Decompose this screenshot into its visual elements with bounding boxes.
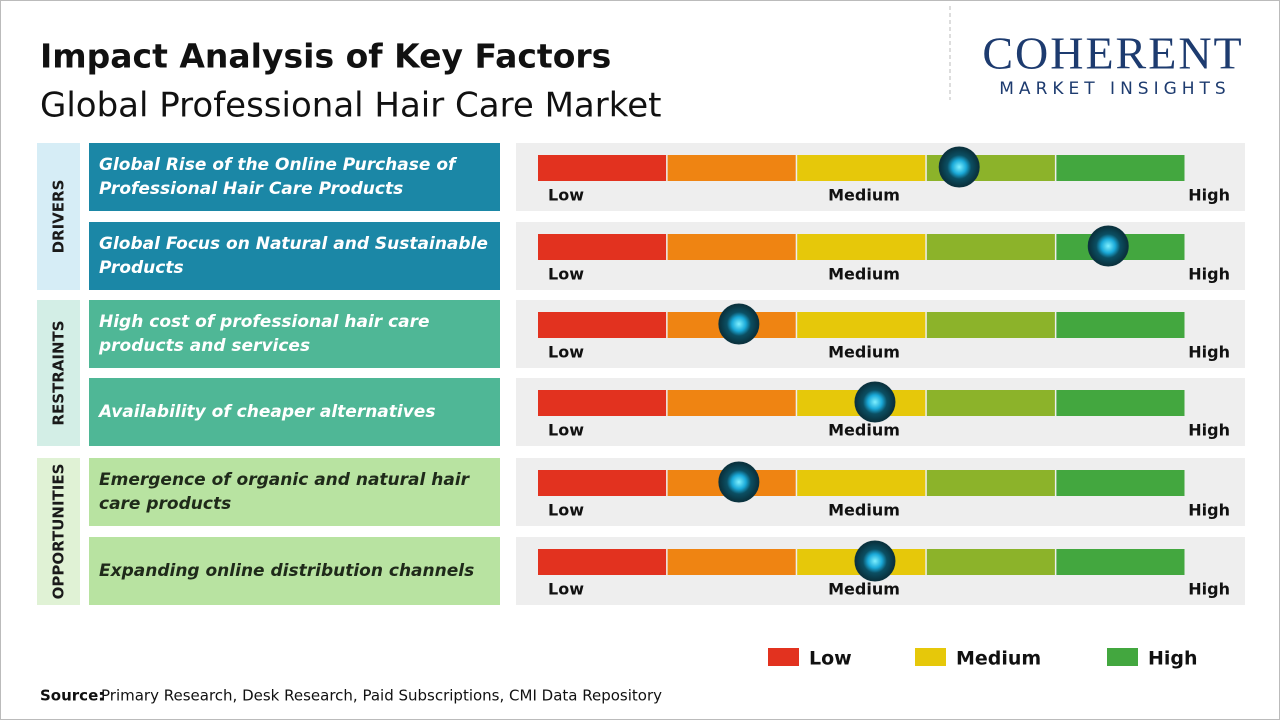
gauge-segment — [538, 312, 667, 338]
scale-label: Low — [548, 501, 584, 520]
scale-label: Medium — [828, 580, 900, 599]
scale-label: Medium — [828, 421, 900, 440]
gauge-segment — [797, 155, 926, 181]
gauge-segment — [538, 155, 667, 181]
gauge-segment — [538, 390, 667, 416]
gauge-segment — [538, 234, 667, 260]
impact-knob — [854, 381, 896, 423]
scale-label: Low — [548, 265, 584, 284]
gauge-segment — [1056, 155, 1185, 181]
impact-knob — [938, 146, 980, 188]
gauge-segment — [926, 234, 1055, 260]
factor-label: High cost of professional hair care produ… — [98, 312, 430, 356]
gauge-segment — [926, 470, 1055, 496]
title: Impact Analysis of Key Factors — [40, 37, 611, 76]
factor-box — [89, 378, 500, 446]
gauge-segment — [667, 155, 796, 181]
gauge-segment — [667, 234, 796, 260]
legend-swatch — [915, 648, 946, 666]
impact-knob — [854, 540, 896, 582]
factor-box — [89, 458, 500, 526]
group-name: DRIVERS — [50, 180, 68, 254]
scale-label: Medium — [828, 343, 900, 362]
impact-knob — [718, 461, 760, 503]
scale-label: Low — [548, 186, 584, 205]
group-tab — [37, 458, 80, 605]
scale-label: High — [1188, 265, 1230, 284]
legend-label: Low — [809, 648, 852, 670]
group-tab — [37, 143, 80, 290]
scale-label: Medium — [828, 186, 900, 205]
scale-label: Low — [548, 421, 584, 440]
scale-label: High — [1188, 421, 1230, 440]
source-label: Source: — [40, 687, 104, 705]
gauge-segment — [538, 549, 667, 575]
scale-label: High — [1188, 501, 1230, 520]
gauge-segment — [667, 549, 796, 575]
scale-label: High — [1188, 186, 1230, 205]
gauge-segment — [1056, 312, 1185, 338]
logo-tagline: MARKET INSIGHTS — [999, 79, 1230, 99]
gauge-segment — [797, 312, 926, 338]
scale-label: Medium — [828, 265, 900, 284]
impact-knob — [1087, 225, 1129, 267]
scale-label: Low — [548, 580, 584, 599]
factor-box — [89, 222, 500, 290]
legend-swatch — [768, 648, 799, 666]
impact-knob — [718, 303, 760, 345]
factor-label: Expanding online distribution channels — [99, 561, 474, 581]
scale-label: Low — [548, 343, 584, 362]
subtitle: Global Professional Hair Care Market — [40, 86, 661, 126]
gauge-segment — [926, 390, 1055, 416]
gauge-segment — [797, 234, 926, 260]
group-name: OPPORTUNITIES — [50, 464, 68, 600]
logo-name: COHERENT — [982, 28, 1243, 79]
factor-label: Global Rise of the Online Purchase of Pro… — [99, 155, 458, 199]
scale-label: Medium — [828, 501, 900, 520]
factor-box — [89, 143, 500, 211]
legend-label: High — [1148, 648, 1198, 670]
scale-label: High — [1188, 580, 1230, 599]
group-name: RESTRAINTS — [50, 320, 68, 425]
group-tab — [37, 300, 80, 446]
scale-label: High — [1188, 343, 1230, 362]
factor-box — [89, 537, 500, 605]
legend-label: Medium — [956, 648, 1041, 670]
gauge-segment — [797, 470, 926, 496]
gauge-segment — [1056, 549, 1185, 575]
gauge-segment — [926, 312, 1055, 338]
gauge-segment — [538, 470, 667, 496]
factor-label: Emergence of organic and natural hair car… — [99, 470, 471, 514]
gauge-segment — [667, 390, 796, 416]
gauge-segment — [926, 549, 1055, 575]
legend-swatch — [1107, 648, 1138, 666]
gauge-segment — [1056, 390, 1185, 416]
factor-label: Global Focus on Natural and Sustainable P… — [99, 234, 488, 278]
factor-box — [89, 300, 500, 368]
source-text: Primary Research, Desk Research, Paid Su… — [101, 687, 662, 705]
factor-label: Availability of cheaper alternatives — [97, 402, 435, 422]
gauge-segment — [1056, 470, 1185, 496]
